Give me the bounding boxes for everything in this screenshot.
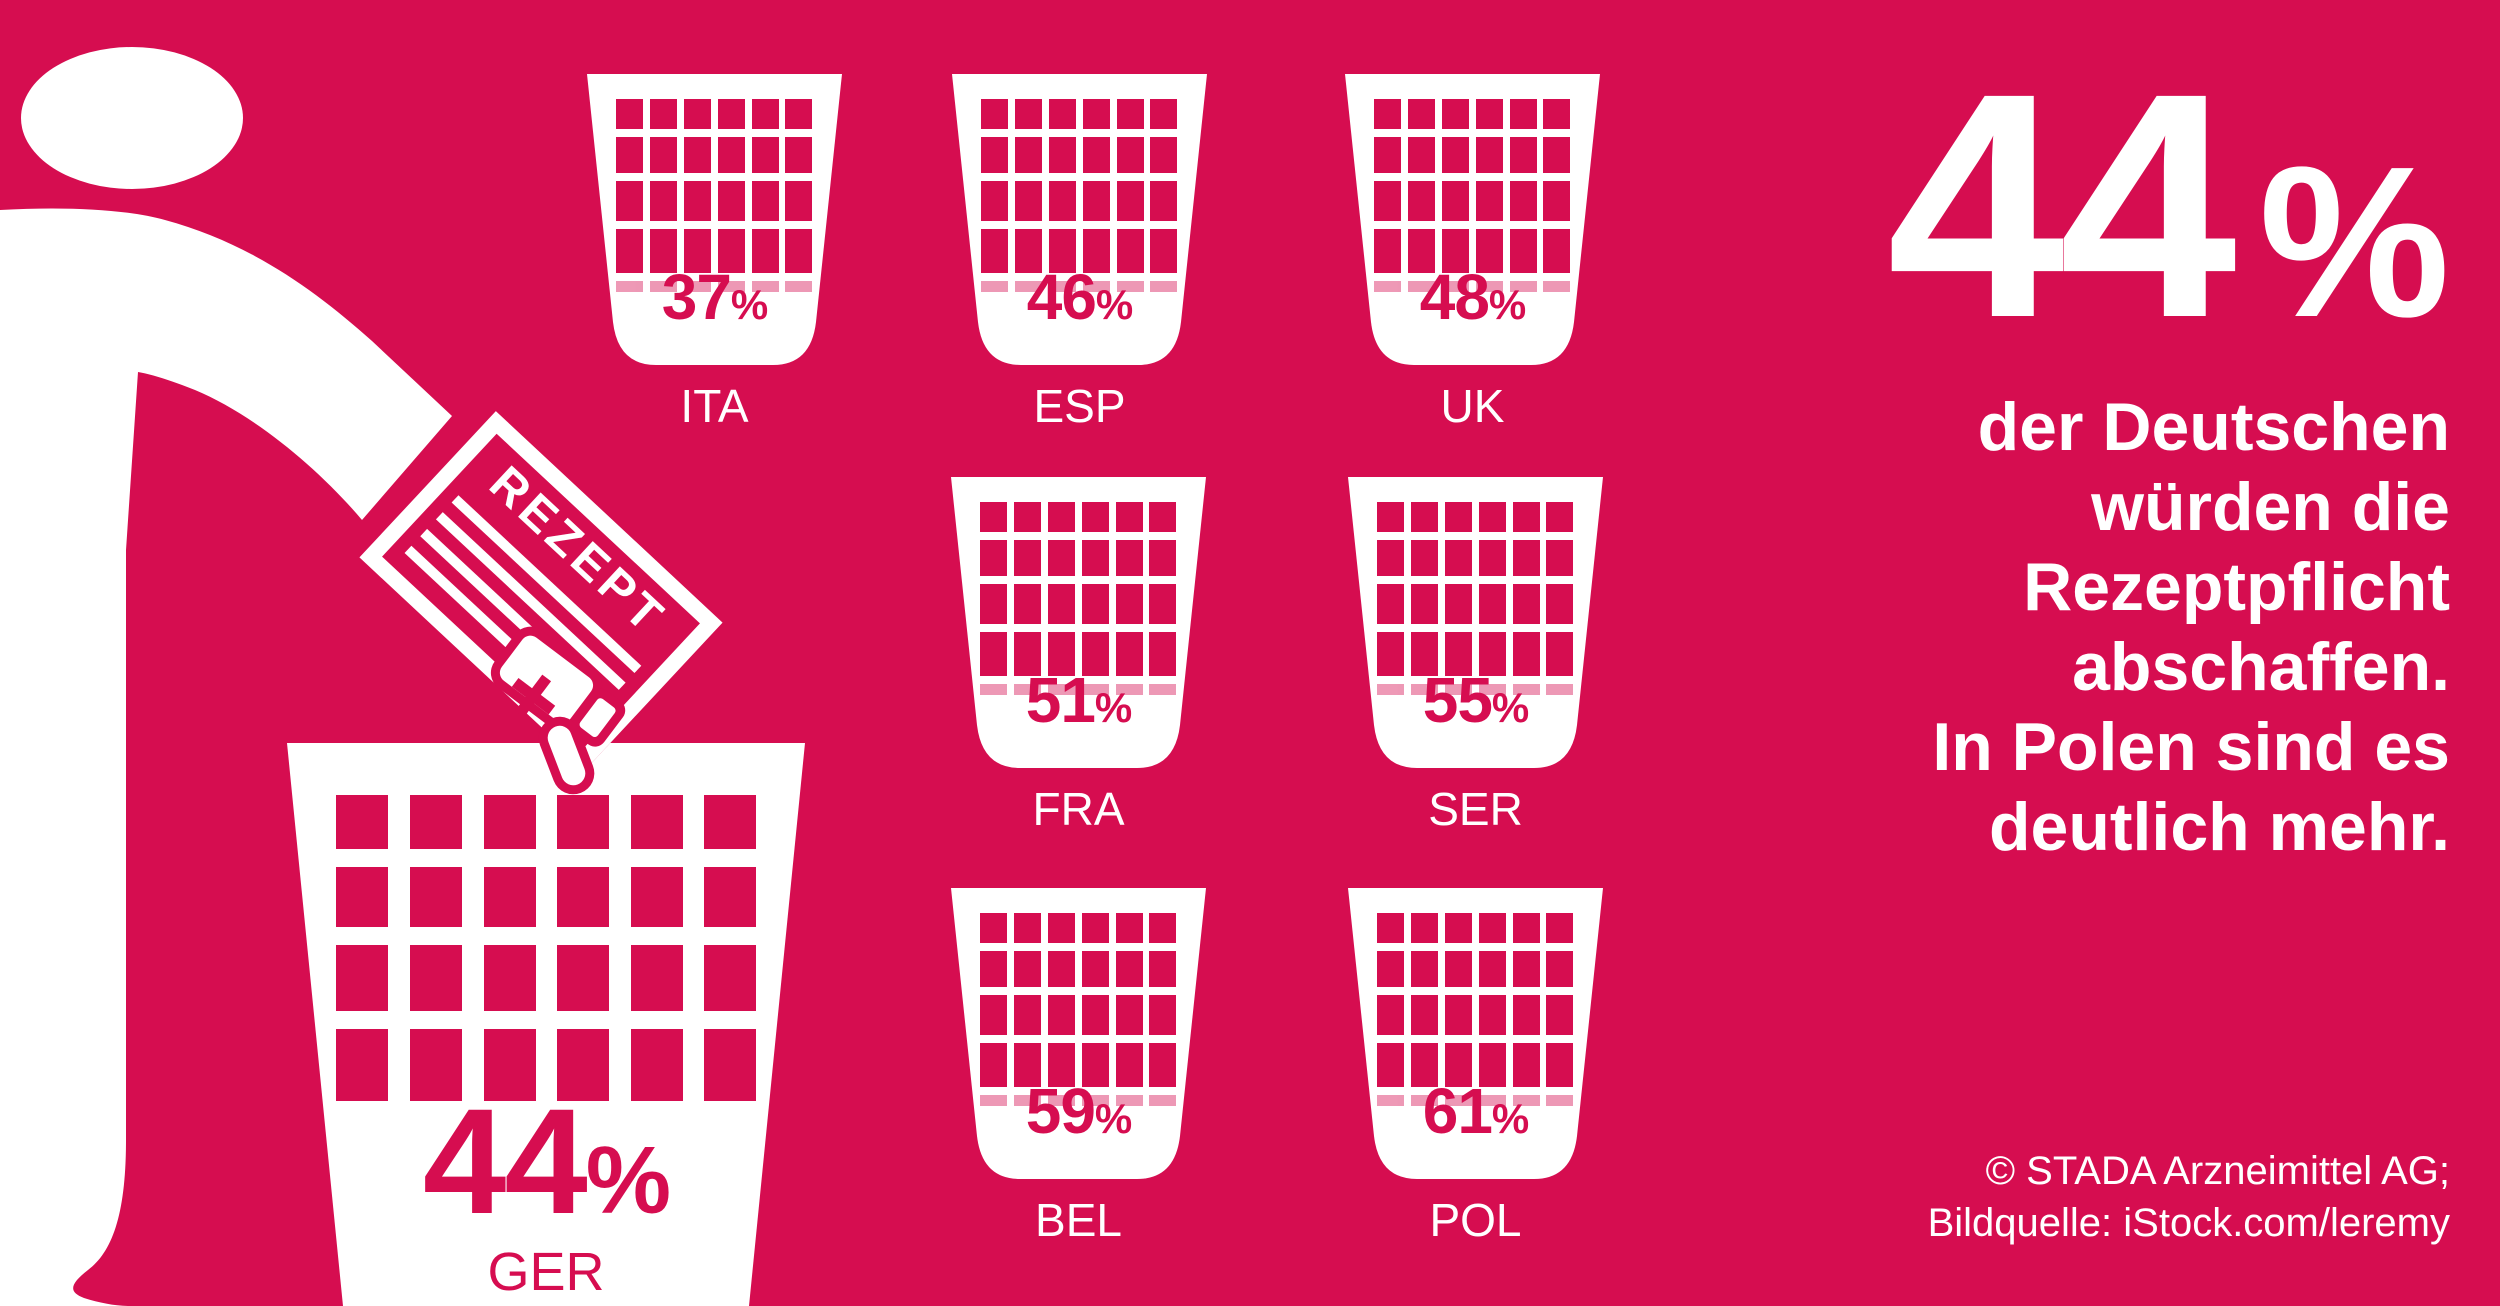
- basket-uk: 48% UK: [1345, 74, 1600, 431]
- country-label: FRA: [1032, 783, 1125, 835]
- basket-fra: 51% FRA: [951, 477, 1206, 834]
- percent-sign: %: [1491, 1095, 1529, 1142]
- headline-line: der Deutschen: [1977, 389, 2450, 465]
- percent-sign: %: [730, 281, 768, 328]
- percent-sign: %: [1488, 281, 1526, 328]
- person-body-arm: [0, 208, 452, 1306]
- headline-line: In Polen sind es: [1932, 709, 2450, 785]
- source-line: Bildquelle: iStock.com/leremy: [1927, 1201, 2450, 1245]
- percent-value: 51%: [951, 665, 1206, 743]
- headline-line: deutlich mehr.: [1989, 789, 2450, 865]
- source-credit: © STADA Arzneimittel AG; Bildquelle: iSt…: [1700, 1145, 2450, 1249]
- percent-value: 59%: [951, 1076, 1206, 1154]
- percent-sign: %: [1491, 684, 1529, 731]
- basket-ser: 55% SER: [1348, 477, 1603, 834]
- percent-sign: %: [585, 1127, 671, 1234]
- big-stat-number: 44: [1886, 26, 2237, 384]
- percent-number: 44: [422, 1077, 588, 1245]
- percent-number: 37: [661, 261, 732, 333]
- headline-line: abschaffen.: [2072, 629, 2450, 705]
- basket-ger: 44% GER: [287, 743, 805, 1306]
- country-label: BEL: [1035, 1194, 1122, 1246]
- percent-sign: %: [1094, 1095, 1132, 1142]
- basket-bel: 59% BEL: [951, 888, 1206, 1245]
- percent-sign: %: [1095, 281, 1133, 328]
- bottle-cap: [577, 696, 618, 739]
- percent-number: 51: [1025, 664, 1096, 736]
- basket-ita: 37% ITA: [587, 74, 842, 431]
- percent-value: 44%: [287, 1081, 805, 1261]
- percent-sign: %: [1094, 684, 1132, 731]
- bottle-body: [495, 631, 598, 727]
- country-label: SER: [1428, 783, 1523, 835]
- person-figure: [0, 47, 452, 1306]
- basket-pol: 61% POL: [1348, 888, 1603, 1245]
- country-label: ITA: [680, 380, 749, 432]
- percent-number: 61: [1422, 1075, 1493, 1147]
- percent-number: 46: [1026, 261, 1097, 333]
- percent-value: 37%: [587, 262, 842, 340]
- headline-big-statistic: 44%: [1700, 40, 2450, 407]
- percent-value: 61%: [1348, 1076, 1603, 1154]
- source-line: © STADA Arzneimittel AG;: [1985, 1149, 2450, 1193]
- percent-number: 48: [1419, 261, 1490, 333]
- headline-column: 44% der Deutschen würden die Rezeptpflic…: [1700, 0, 2450, 1306]
- country-label: UK: [1440, 380, 1505, 432]
- country-label: ESP: [1033, 380, 1126, 432]
- percent-number: 59: [1025, 1075, 1096, 1147]
- percent-value: 48%: [1345, 262, 1600, 340]
- country-label: POL: [1429, 1194, 1522, 1246]
- headline-line: würden die: [2091, 469, 2450, 545]
- person-head: [21, 47, 243, 189]
- percent-number: 55: [1422, 664, 1493, 736]
- country-label: GER: [487, 1242, 605, 1302]
- big-stat-percent-sign: %: [2258, 121, 2450, 362]
- percent-value: 55%: [1348, 665, 1603, 743]
- headline-line: Rezeptpflicht: [2023, 549, 2450, 625]
- headline-text: der Deutschen würden die Rezeptpflicht a…: [1700, 387, 2450, 867]
- percent-value: 46%: [952, 262, 1207, 340]
- basket-esp: 46% ESP: [952, 74, 1207, 431]
